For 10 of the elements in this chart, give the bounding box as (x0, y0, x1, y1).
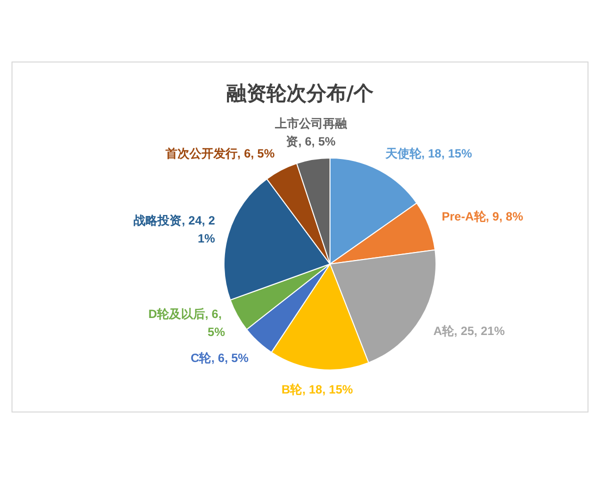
slice-label: D轮及以后, 6, 5% (148, 307, 226, 340)
slice-label: 战略投资, 24, 21% (134, 213, 216, 246)
slice-label: C轮, 6, 5% (190, 351, 249, 366)
chart-title: 融资轮次分布/个 (226, 81, 374, 105)
slice-label: 天使轮, 18, 15% (384, 146, 472, 161)
slice-label: B轮, 18, 15% (282, 382, 354, 396)
slice-label: 上市公司再融资, 6, 5% (274, 116, 348, 149)
slice-label: Pre-A轮, 9, 8% (442, 209, 524, 224)
slice-label: A轮, 25, 21% (433, 324, 506, 338)
slice-label: 首次公开发行, 6, 5% (164, 146, 275, 161)
